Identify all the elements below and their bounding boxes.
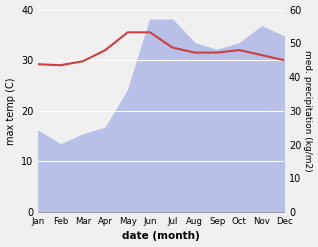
X-axis label: date (month): date (month) bbox=[122, 231, 200, 242]
Y-axis label: max temp (C): max temp (C) bbox=[5, 77, 16, 144]
Y-axis label: med. precipitation (kg/m2): med. precipitation (kg/m2) bbox=[303, 50, 313, 172]
